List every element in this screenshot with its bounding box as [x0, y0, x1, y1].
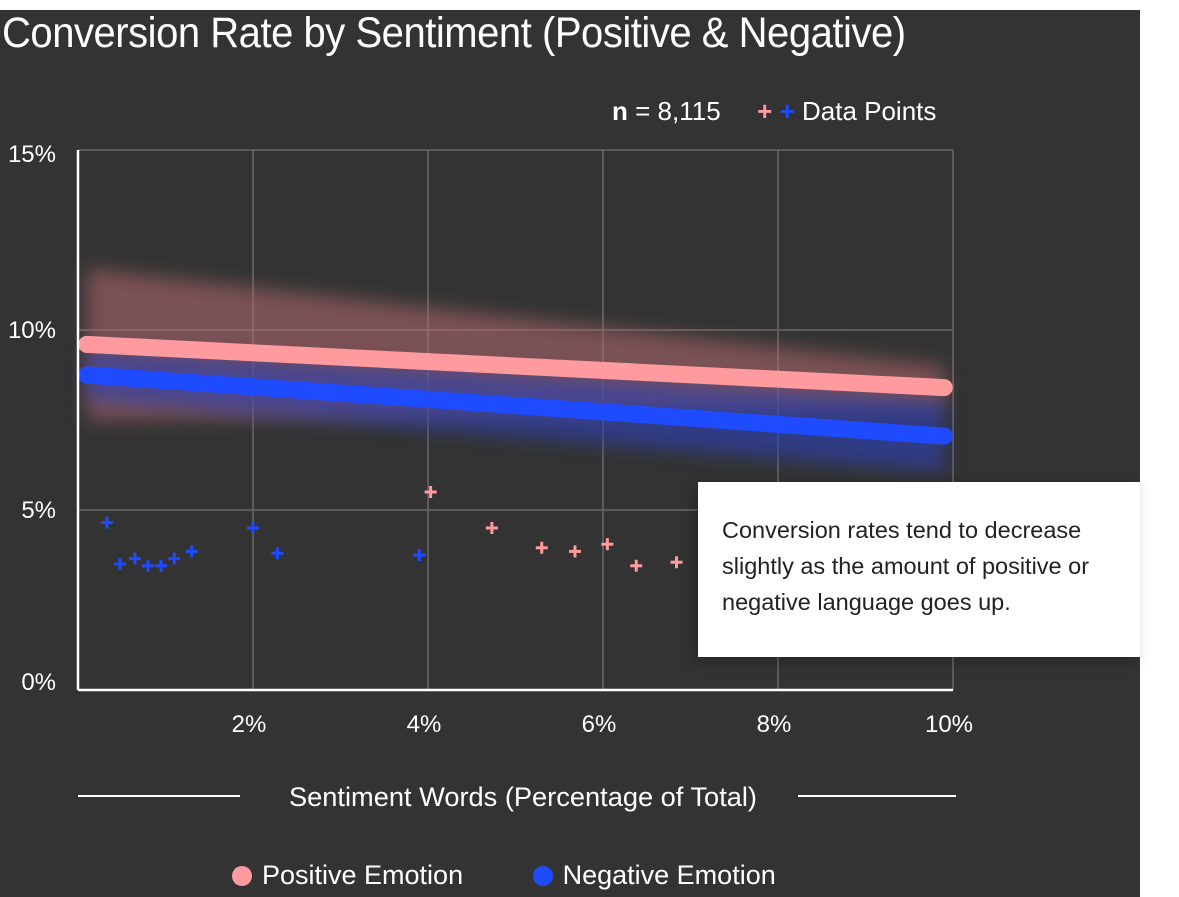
annotation-box: Conversion rates tend to decrease slight…: [698, 482, 1140, 657]
annotation-text: Conversion rates tend to decrease slight…: [722, 517, 1090, 615]
x-tick-label: 6%: [582, 711, 617, 738]
top-legend: n = 8,115 + + Data Points: [612, 96, 936, 127]
trend-lines: [78, 335, 953, 445]
x-tick-labels: 2% 4% 6% 8% 10%: [232, 711, 973, 738]
positive-data-point: [630, 559, 643, 572]
negative-data-point: [168, 552, 181, 565]
series-legend: Positive Emotion Negative Emotion: [232, 860, 838, 893]
negative-plus-icon: +: [779, 96, 795, 126]
y-tick-label: 15%: [8, 141, 56, 168]
data-points-label: Data Points: [801, 96, 937, 126]
data-points: [100, 486, 683, 572]
axes: [76, 150, 953, 692]
positive-data-point: [535, 541, 548, 554]
positive-data-point: [424, 486, 437, 498]
negative-data-point: [413, 549, 426, 561]
positive-data-point: [485, 522, 498, 534]
negative-data-point: [271, 547, 284, 560]
legend-negative-label: Negative Emotion: [562, 860, 776, 890]
negative-data-point: [114, 558, 126, 570]
x-tick-label: 8%: [757, 711, 792, 738]
negative-data-point: [128, 552, 141, 565]
legend-item-negative: Negative Emotion: [532, 860, 776, 891]
y-tick-labels: 0% 5% 10% 15%: [8, 141, 56, 696]
x-tick-label: 4%: [407, 711, 442, 738]
negative-data-point: [247, 522, 259, 534]
positive-plus-icon: +: [757, 96, 773, 126]
positive-data-point: [569, 545, 581, 558]
negative-dot-icon: [532, 865, 553, 886]
positive-dot-icon: [232, 865, 252, 886]
positive-trend-line: [78, 335, 953, 397]
positive-data-point: [670, 556, 683, 569]
chart-title: Conversion Rate by Sentiment (Positive &…: [2, 9, 906, 57]
y-tick-label: 0%: [21, 669, 56, 696]
chart-panel: [0, 10, 1140, 897]
x-axis-title: Sentiment Words (Percentage of Total): [289, 782, 757, 812]
positive-data-point: [601, 538, 614, 551]
sample-size-value: = 8,115: [635, 96, 721, 126]
negative-data-point: [185, 545, 198, 558]
x-tick-label: 10%: [925, 711, 973, 738]
negative-data-point: [155, 559, 168, 572]
x-tick-label: 2%: [232, 711, 267, 738]
negative-data-point: [100, 516, 113, 529]
legend-positive-label: Positive Emotion: [262, 860, 464, 890]
negative-data-point: [142, 559, 154, 572]
sample-size-label: n: [612, 96, 628, 126]
y-tick-label: 10%: [8, 317, 56, 344]
legend-item-positive: Positive Emotion: [232, 860, 463, 891]
negative-trend-line: [78, 366, 953, 445]
y-tick-label: 5%: [21, 497, 56, 524]
